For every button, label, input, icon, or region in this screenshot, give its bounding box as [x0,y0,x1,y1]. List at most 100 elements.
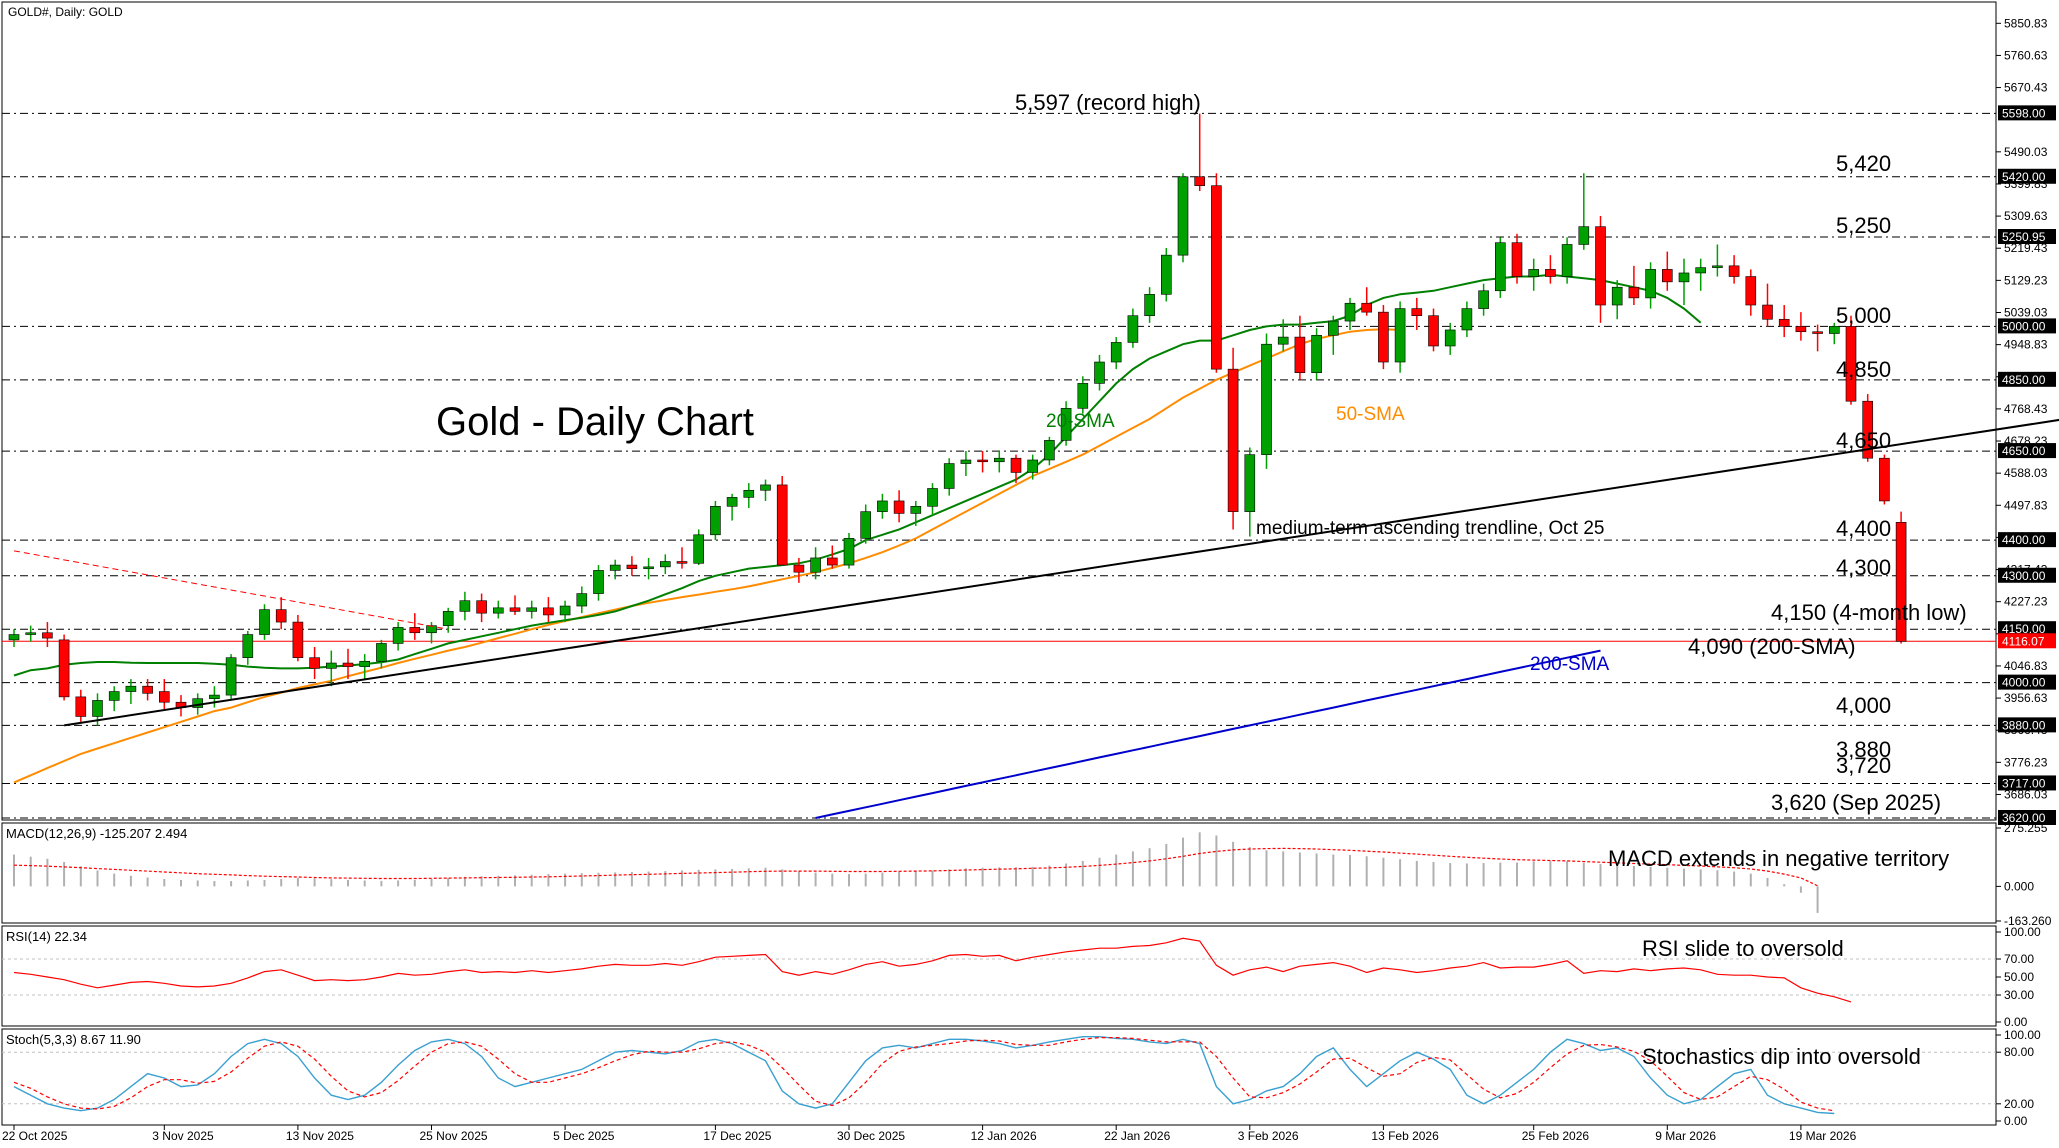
candle-up [843,538,855,566]
candle-up [1161,254,1172,295]
candle-up [376,643,387,662]
candle-up [459,600,471,612]
level-tag [1998,105,2056,121]
descending-trendline [13,550,449,630]
stoch-tick-label: 0.00 [2004,1114,2028,1128]
sma20-line [13,273,1702,677]
candle-down [826,557,838,566]
date-tick-label: 3 Feb 2026 [1238,1129,1299,1143]
stoch-panel-frame [1,1028,1997,1126]
candle-up [1127,315,1139,343]
candle-down [42,632,53,639]
candle-down [75,696,87,717]
stoch-tick-label: 100.00 [2004,1028,2041,1042]
candle-up [442,611,454,626]
candle-down [1378,311,1389,363]
level-4650-label: 4,650 [1836,428,1891,453]
candle-up [860,511,872,539]
candle-down [543,607,554,616]
level-4150-label: 4,150 (4-month low) [1771,600,1967,625]
candle-up [1077,383,1089,409]
price-tick-label: 4768.43 [2004,402,2048,416]
candle-down [1194,176,1205,186]
level-tag-label: 4150.00 [2002,622,2046,636]
candle-up [1311,334,1322,374]
rsi-tick-label: 50.00 [2004,970,2034,984]
candle-down [626,564,638,569]
candle-down [342,662,354,667]
candle-up [659,561,671,568]
price-tick-label: 5219.43 [2004,241,2048,255]
candle-up [1495,242,1506,292]
level-tag [1998,371,2056,387]
level-3620-label: 3,620 (Sep 2025) [1771,790,1941,815]
candle-up [1244,454,1256,512]
level-tag [1998,674,2056,690]
level-tag-label: 3717.00 [2002,776,2046,790]
candle-down [159,691,170,703]
level-tag-label: 3620.00 [2002,811,2046,825]
candle-up [643,566,654,569]
candle-down [1227,368,1239,512]
level-tag [1998,228,2056,244]
stoch-tick-label: 20.00 [2004,1097,2034,1111]
level-tag-label: 4000.00 [2002,676,2046,690]
candle-down [1879,457,1890,502]
candle-up [426,625,437,634]
candle-up [1394,308,1406,363]
date-axis: 22 Oct 2025 3 Nov 2025 13 Nov 2025 25 Nov 2… [2,1125,1857,1143]
candle-down [1795,326,1807,333]
sma50-line [13,328,1401,784]
candle-up [1094,361,1105,384]
candle-up [743,489,755,498]
candle-up [927,488,938,507]
candle-up [993,457,1005,463]
level-tag-label: 5000.00 [2002,319,2046,333]
candle-down [142,685,153,694]
candle-up [209,694,220,699]
candle-up [526,607,538,612]
candle-down [1411,308,1423,317]
macd-panel-frame [1,822,1997,924]
level-4090-label: 4,090 (200-SMA) [1688,634,1856,659]
level-tag-label: 3880.00 [2002,718,2046,732]
candle-up [1461,308,1473,331]
level-tag [1998,621,2056,637]
candle-down [1745,276,1757,306]
price-tick-label: 4588.03 [2004,466,2048,480]
rsi-panel: 100.00 70.00 50.00 30.00 0.00 [2,925,2041,1029]
macd-tick-label: 0.000 [2004,879,2034,893]
stoch-k-line [13,1035,1835,1115]
level-3880-label: 3,880 [1836,737,1891,762]
candle-up [1110,342,1122,363]
stoch-title: Stoch(5,3,3) 8.67 11.90 [6,1032,141,1047]
price-tick-label: 3776.23 [2004,755,2048,769]
candle-down [1010,457,1022,473]
sma50-label: 50-SMA [1336,404,1405,425]
level-tag [1998,810,2056,825]
date-tick-label: 30 Dec 2025 [837,1129,905,1143]
current-price-label: 4116.07 [2002,634,2045,648]
candle-down [409,627,421,634]
candles [8,113,1907,726]
candle-up [8,634,20,641]
price-tick-label: 5670.43 [2004,81,2048,95]
level-5250-label: 5,250 [1836,213,1891,238]
candle-down [275,609,287,623]
candle-down [58,639,70,698]
stoch-annotation: Stochastics dip into oversold [1642,1044,1921,1069]
candle-up [1344,302,1356,322]
stoch-tick-label: 80.00 [2004,1045,2034,1059]
price-tick-label: 3956.63 [2004,691,2048,705]
level-tag [1998,443,2056,459]
candle-down [309,657,320,669]
candle-down [1628,286,1640,299]
candle-up [392,627,404,644]
level-tag [1998,318,2056,334]
candle-up [1144,294,1155,317]
candle-down [1545,269,1556,277]
rsi-tick-label: 0.00 [2004,1015,2028,1029]
candle-up [693,534,705,564]
price-tick-label: 4948.83 [2004,338,2048,352]
